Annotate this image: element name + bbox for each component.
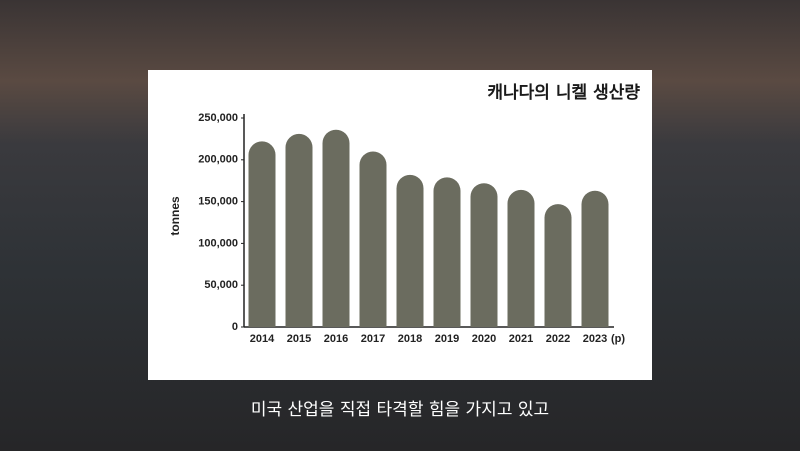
x-tick-label: 2021: [509, 333, 533, 345]
bar: [396, 174, 424, 327]
bar: [581, 190, 609, 327]
y-tick-label: 100,000: [198, 237, 238, 249]
bar: [470, 183, 498, 327]
bar: [544, 204, 572, 327]
x-tick-label: 2017: [361, 333, 385, 345]
y-tick-label: 200,000: [198, 154, 238, 166]
annotation: (p): [611, 333, 625, 345]
y-tick-label: 0: [232, 321, 238, 333]
bar: [322, 129, 350, 327]
x-tick-label: 2018: [398, 333, 422, 345]
y-tick-label: 250,000: [198, 112, 238, 124]
x-tick-label: 2019: [435, 333, 459, 345]
x-tick-label: 2016: [324, 333, 348, 345]
bar: [285, 133, 313, 327]
x-tick-label: 2022: [546, 333, 570, 345]
bar: [248, 141, 276, 327]
bar: [507, 189, 535, 327]
y-tick-label: 150,000: [198, 196, 238, 208]
x-tick-label: 2015: [287, 333, 311, 345]
chart-title: 캐나다의 니켈 생산량: [487, 82, 640, 103]
x-tick-label: 2023: [583, 333, 607, 345]
bar: [359, 151, 387, 327]
bar: [433, 177, 461, 327]
x-tick-label: 2014: [250, 333, 275, 345]
y-axis-label: tonnes: [168, 196, 182, 236]
x-tick-label: 2020: [472, 333, 496, 345]
caption: 미국 산업을 직접 타격할 힘을 가지고 있고: [251, 400, 549, 420]
y-tick-label: 50,000: [204, 279, 238, 291]
